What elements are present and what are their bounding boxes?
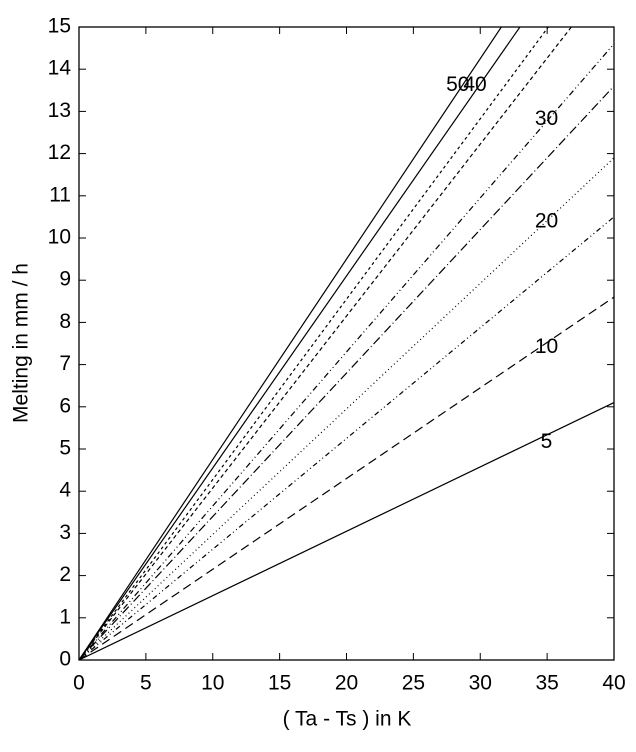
line-label: 50 [446,73,469,96]
x-tick-label: 35 [535,672,558,695]
y-tick-label: 10 [48,226,71,249]
line-label: 20 [535,210,558,233]
y-tick-label: 9 [59,268,71,291]
series-line [79,402,614,660]
y-tick-label: 3 [59,521,71,544]
series-line [79,157,614,660]
y-tick-label: 1 [59,605,71,628]
x-axis-label: ( Ta - Ts ) in K [283,708,412,731]
y-tick-label: 13 [48,99,71,122]
x-tick-label: 5 [140,672,152,695]
line-label: 5 [541,430,553,453]
x-tick-label: 15 [268,672,291,695]
y-tick-label: 2 [59,563,71,586]
plot-frame [78,26,615,661]
y-tick-label: 14 [48,57,72,80]
lines [79,27,614,660]
series-line [79,216,614,660]
y-tick-label: 15 [48,15,71,38]
series-line [79,27,503,660]
line-label: 10 [535,335,558,358]
x-tick-label: 10 [201,672,224,695]
line-label: 30 [535,107,558,130]
y-tick-label: 8 [59,310,71,333]
y-tick-label: 0 [59,648,71,671]
series-line [79,85,614,660]
y-tick-label: 4 [59,479,71,502]
series-line [79,296,614,660]
series-line [79,27,521,660]
series-line [79,27,573,660]
y-tick-label: 11 [49,183,71,206]
x-tick-label: 0 [73,672,85,695]
x-tick-label: 30 [469,672,492,695]
x-tick-label: 25 [402,672,425,695]
line-label: 40 [463,73,486,96]
y-axis-label: Melting in mm / h [10,263,33,423]
y-tick-label: 6 [59,394,71,417]
y-tick-label: 5 [59,437,71,460]
series-line [79,27,550,660]
y-tick-label: 12 [48,141,71,164]
x-tick-label: 40 [602,672,625,695]
x-tick-label: 20 [335,672,358,695]
y-tick-label: 7 [59,352,71,375]
